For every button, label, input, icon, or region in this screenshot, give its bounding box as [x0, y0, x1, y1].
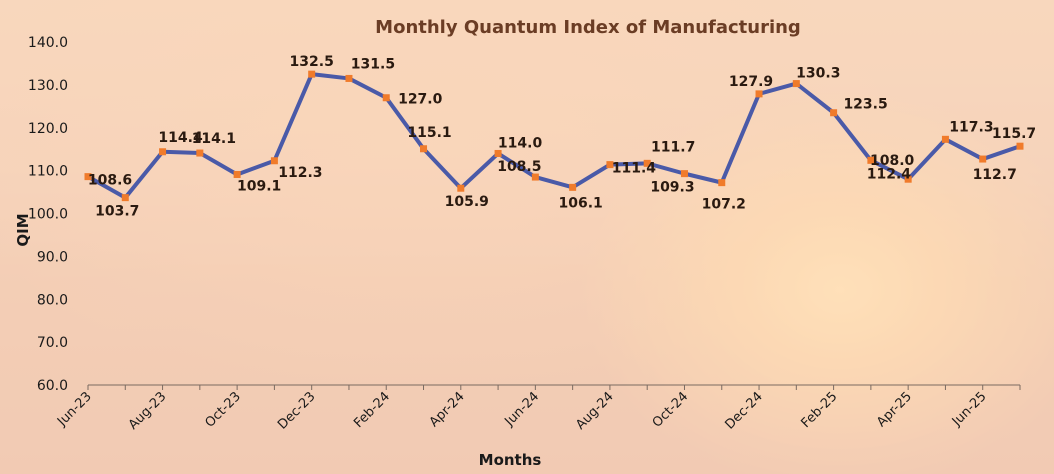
data-label: 114.1: [192, 131, 236, 147]
data-label: 111.7: [651, 139, 695, 155]
x-tick-label: Jun-24: [501, 389, 542, 430]
series-line: [87, 72, 1021, 200]
data-point: [420, 145, 428, 153]
x-tick-label: Dec-24: [722, 389, 765, 432]
x-tick-label: Oct-23: [202, 389, 244, 431]
data-point: [494, 149, 502, 157]
x-tick-label: Feb-25: [799, 389, 841, 431]
data-point: [680, 170, 688, 178]
data-label: 112.3: [278, 165, 322, 181]
data-label: 103.7: [95, 204, 139, 220]
data-point: [308, 70, 316, 78]
data-label: 123.5: [843, 97, 887, 113]
data-point: [718, 179, 726, 187]
series-markers: [84, 70, 1024, 202]
y-tick-label: 70.0: [37, 335, 68, 351]
y-tick-label: 60.0: [37, 378, 68, 394]
data-label: 108.0: [870, 153, 915, 169]
x-tick-label: Apr-25: [874, 389, 915, 430]
y-axis-ticks: 60.0 70.0 80.0 90.0 100.0 110.0 120.0 130.0 140.…: [28, 35, 68, 394]
y-axis-title: QIM: [14, 213, 32, 246]
data-point: [457, 184, 465, 192]
data-point: [979, 155, 987, 163]
data-label: 111.4: [612, 161, 657, 177]
x-tick-label: Aug-24: [573, 389, 617, 433]
x-axis-ticks: Jun-23 Aug-23 Oct-23 Dec-23 Feb-24 Apr-24 Jun-…: [54, 385, 1021, 433]
data-label: 112.7: [973, 167, 1017, 183]
data-label: 115.7: [992, 126, 1036, 142]
y-tick-label: 120.0: [28, 121, 68, 137]
data-label: 131.5: [351, 56, 395, 72]
data-label: 108.5: [497, 159, 541, 175]
data-label: 107.2: [702, 197, 746, 213]
data-label: 109.3: [650, 180, 694, 196]
data-point: [606, 161, 614, 169]
data-point: [121, 194, 129, 202]
data-label: 130.3: [796, 66, 840, 82]
data-point: [643, 159, 651, 167]
x-tick-label: Jun-25: [949, 389, 990, 430]
data-label: 106.1: [558, 195, 602, 211]
data-point: [569, 183, 577, 191]
data-label: 117.3: [949, 119, 993, 135]
data-point: [159, 148, 167, 156]
chart-title: Monthly Quantum Index of Manufacturing: [375, 17, 801, 38]
x-axis-title: Months: [479, 451, 542, 469]
data-point: [1016, 142, 1024, 150]
data-point: [867, 156, 875, 164]
data-label: 127.9: [729, 74, 773, 90]
data-label: 132.5: [290, 54, 334, 70]
data-label: 112.4: [867, 166, 912, 182]
data-point: [382, 94, 390, 102]
data-point: [904, 175, 912, 183]
x-tick-label: Oct-24: [650, 389, 692, 431]
data-point: [196, 149, 204, 157]
data-label: 115.1: [407, 125, 451, 141]
data-label: 127.0: [398, 92, 443, 108]
data-label: 114.0: [498, 135, 543, 151]
y-tick-label: 140.0: [28, 35, 68, 51]
data-point: [941, 135, 949, 143]
y-tick-label: 110.0: [28, 164, 68, 180]
data-label: 114.4: [158, 130, 203, 146]
data-point: [830, 109, 838, 117]
y-tick-label: 100.0: [28, 207, 68, 223]
x-tick-label: Dec-23: [275, 389, 318, 432]
data-label: 108.6: [88, 173, 132, 189]
y-tick-label: 130.0: [28, 78, 68, 94]
data-label: 105.9: [445, 194, 489, 210]
x-tick-label: Aug-23: [126, 389, 170, 433]
data-point: [345, 74, 353, 82]
x-tick-label: Apr-24: [427, 389, 468, 430]
x-tick-label: Feb-24: [351, 389, 393, 431]
data-point: [792, 80, 800, 88]
y-tick-label: 90.0: [37, 249, 68, 265]
data-point: [84, 173, 92, 181]
x-tick-label: Jun-23: [54, 389, 95, 430]
data-point: [233, 170, 241, 178]
data-point: [531, 173, 539, 181]
y-tick-label: 80.0: [37, 292, 68, 308]
data-point: [755, 90, 763, 98]
data-point: [270, 157, 278, 165]
data-label: 109.1: [237, 178, 281, 194]
